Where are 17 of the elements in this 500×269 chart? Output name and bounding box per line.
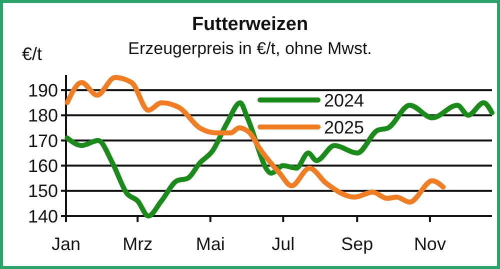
y-tick-label: 160 [28, 156, 58, 176]
y-tick-label: 190 [28, 80, 58, 100]
y-tick-label: 150 [28, 181, 58, 202]
chart-subtitle: Erzeugerpreis in €/t, ohne Mwst. [128, 39, 372, 58]
y-axis-title: €/t [22, 44, 42, 64]
x-tick-label: Nov [414, 234, 446, 254]
y-tick-label: 140 [28, 206, 58, 226]
x-tick-label: Mrz [122, 234, 153, 254]
y-tick-label: 170 [28, 130, 58, 151]
chart-title: Futterweizen [192, 14, 308, 35]
x-tick-label: Sep [341, 234, 374, 254]
x-tick-label: Jan [51, 234, 81, 254]
legend-label: 2025 [324, 117, 364, 138]
legend-label: 2024 [324, 90, 364, 110]
y-tick-label: 180 [28, 106, 58, 126]
x-tick-label: Jul [272, 234, 295, 254]
x-tick-label: Mai [196, 234, 225, 254]
